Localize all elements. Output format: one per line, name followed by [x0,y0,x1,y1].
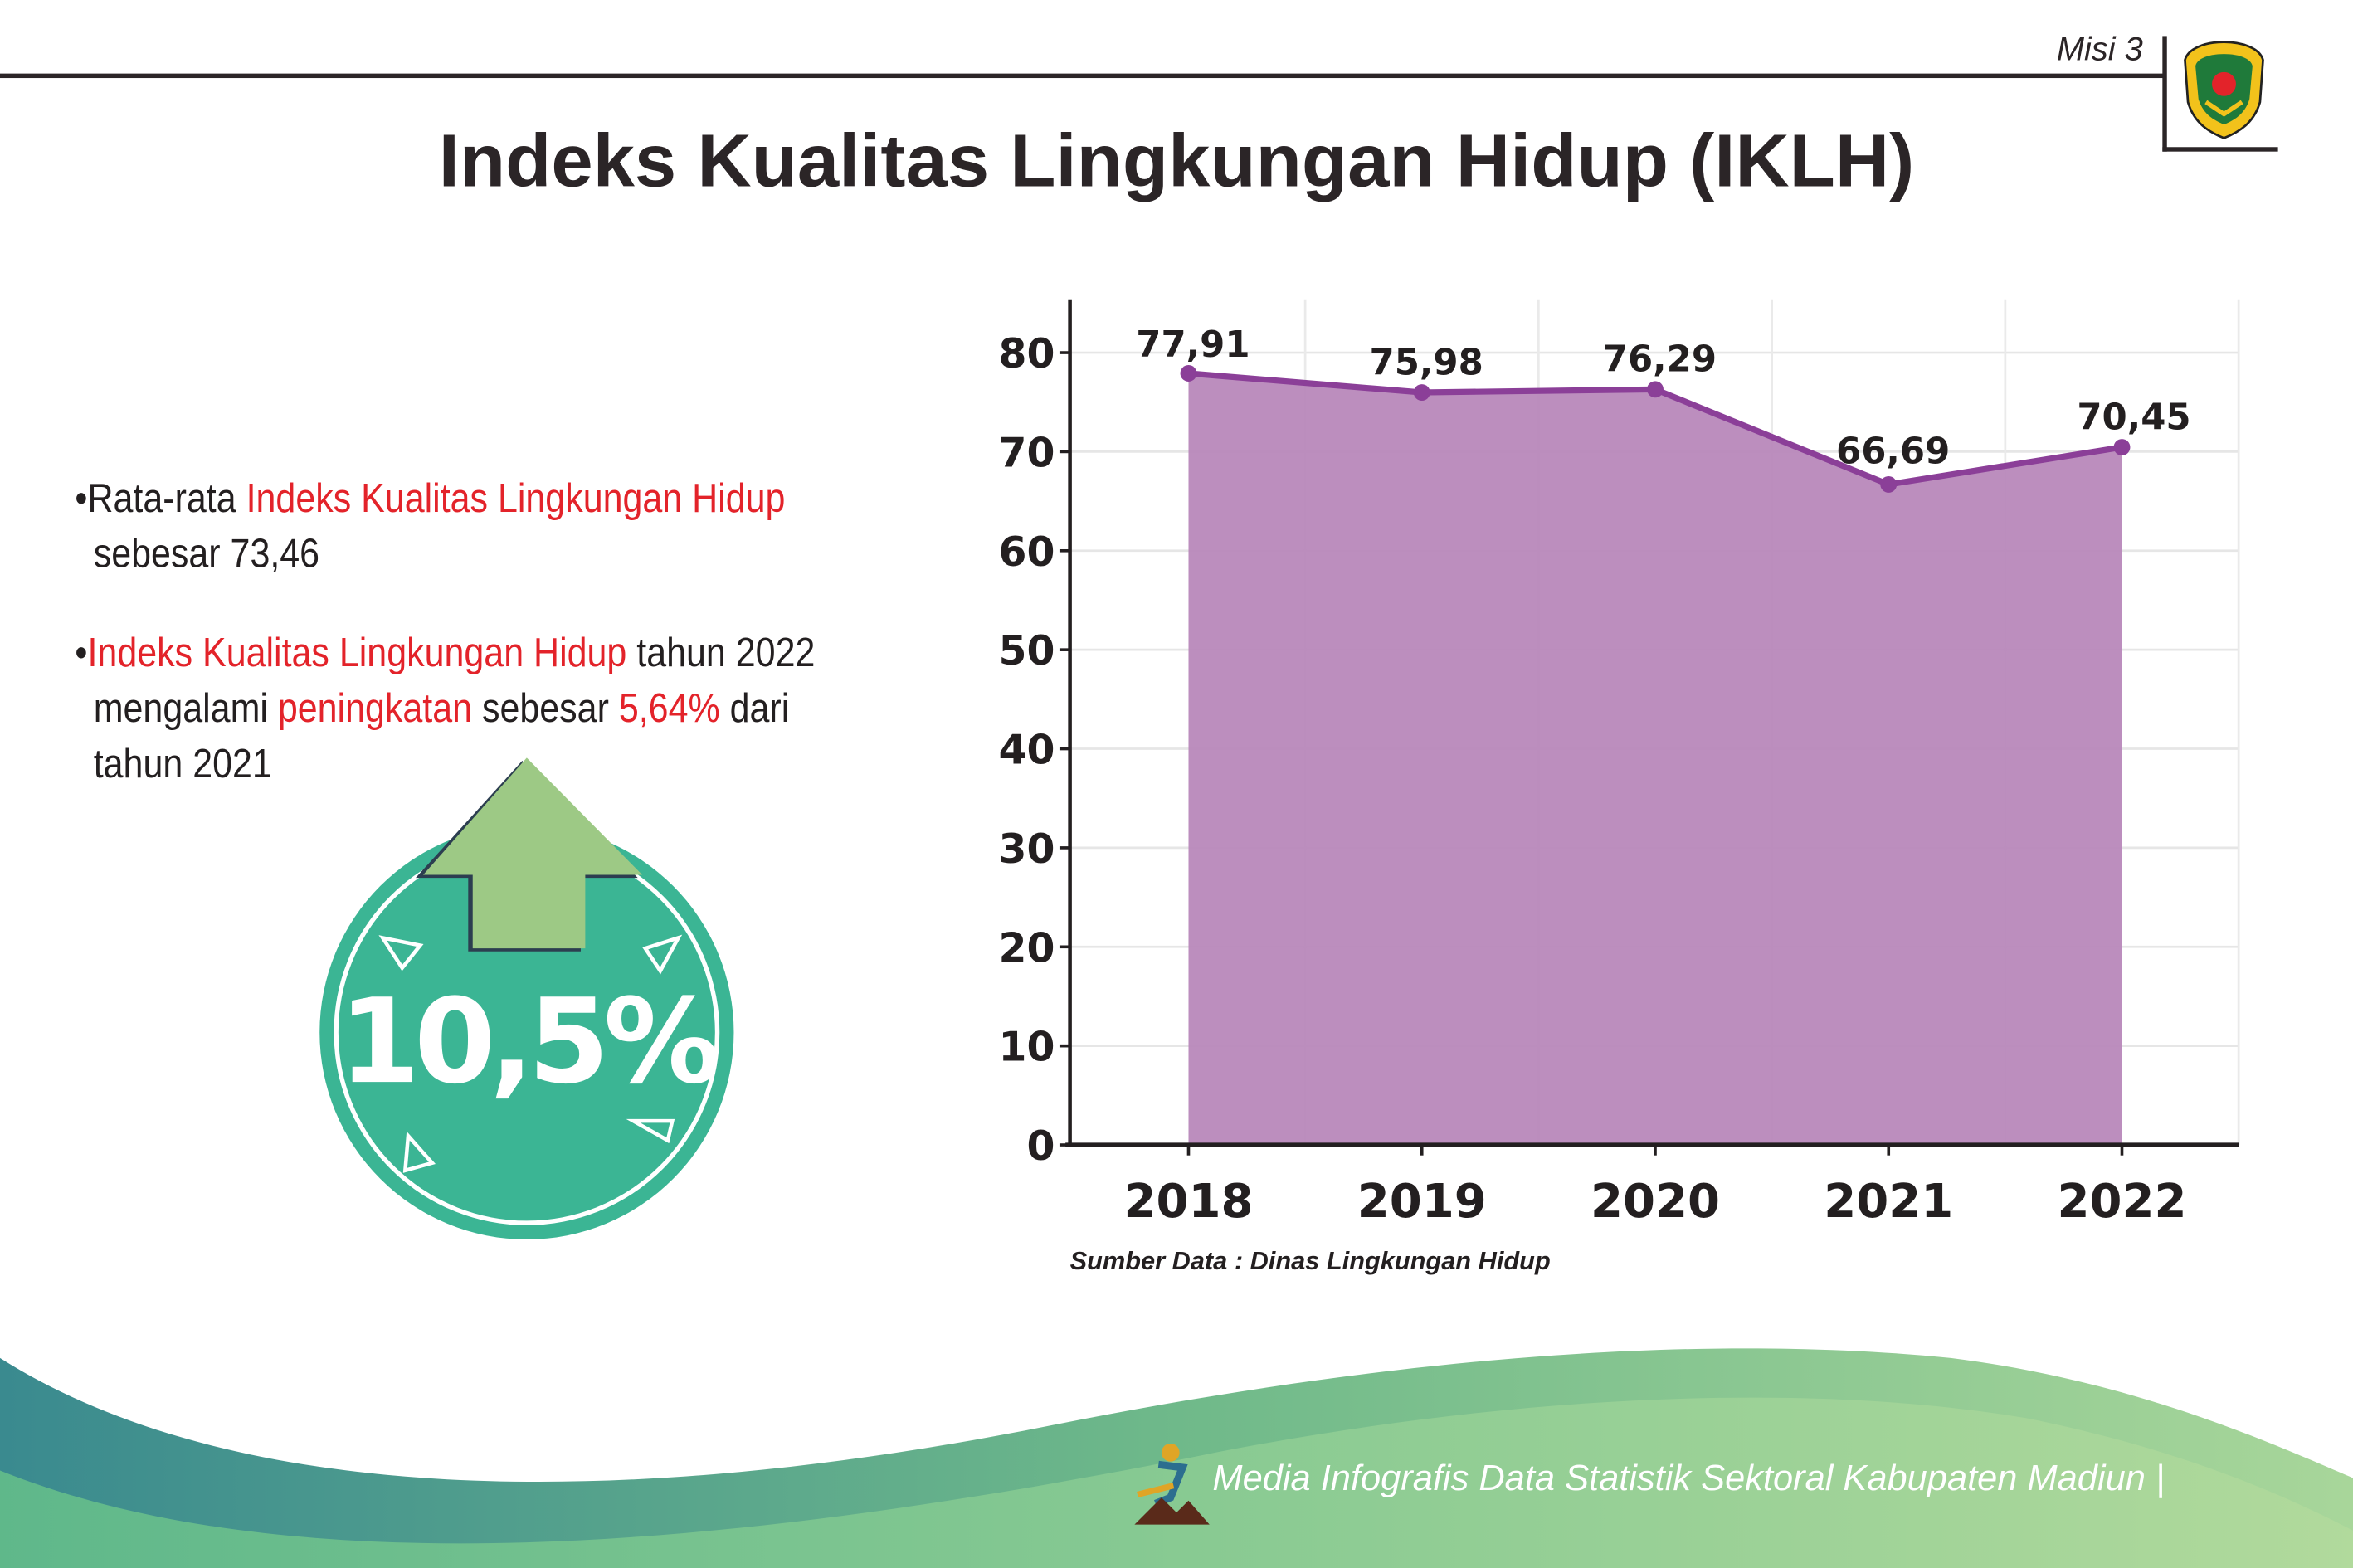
bullet-text: mengalami [93,685,278,731]
bullet-average: •Rata-rata Indeks Kualitas Lingkungan Hi… [75,471,785,582]
bullet-text: •Rata-rata [75,475,246,521]
y-tick-label: 20 [999,924,1055,971]
page-title: Indeks Kualitas Lingkungan Hidup (IKLH) [438,118,1915,203]
data-label: 76,29 [1603,339,1717,381]
y-tick-label: 60 [999,528,1055,576]
y-tick-label: 40 [999,727,1055,774]
arrow-up-icon [416,757,643,952]
kabupaten-madiun-logo [2184,41,2264,139]
y-tick-label: 80 [999,330,1055,377]
x-tick-label: 2019 [1357,1175,1487,1229]
corner-frame [2162,36,2167,152]
badge-circle [319,825,734,1239]
y-tick-label: 0 [1027,1122,1055,1170]
bullet-text: • [75,630,88,675]
decorative-triangles-icon [378,934,683,1173]
mission-label: Misi 3 [2056,30,2143,68]
data-label: 75,98 [1370,342,1483,383]
bullet-highlight: Indeks Kualitas Lingkungan Hidup [246,475,786,521]
y-tick-label: 70 [999,430,1055,477]
data-source: Sumber Data : Dinas Lingkungan Hidup [1069,1247,1551,1276]
data-point [2113,439,2131,455]
growth-percentage: 10,5% [339,975,721,1111]
bullet-text: dari [719,685,790,731]
infographic-mascot-logo [1134,1443,1210,1525]
data-label: 70,45 [2077,397,2190,438]
bullet-text: tahun 2022 [626,630,816,675]
corner-frame [2162,147,2278,152]
bullet-text: sebesar 73,46 [93,531,320,577]
data-point [1880,475,1898,493]
growth-badge [319,757,734,1239]
bullet-text: tahun 2021 [93,741,272,786]
x-tick-label: 2018 [1123,1175,1253,1229]
data-point [1413,384,1430,401]
y-tick-label: 10 [999,1024,1055,1071]
data-point [1180,365,1197,382]
area-fill [1188,373,2122,1146]
y-tick-label: 30 [999,825,1055,873]
bullet-highlight: Indeks Kualitas Lingkungan Hidup [87,630,627,675]
footer-caption: Media Infografis Data Statistik Sektoral… [1212,1458,2165,1499]
bullet-highlight: peningkatan [277,685,473,731]
x-tick-label: 2021 [1824,1175,1953,1229]
bullet-text: sebesar [472,685,619,731]
bullet-highlight: 5,64% [618,685,720,731]
data-label: 77,91 [1136,324,1250,366]
bullet-increase: •Indeks Kualitas Lingkungan Hidup tahun … [75,626,815,792]
x-tick-label: 2022 [2058,1175,2187,1229]
header-divider [0,73,2165,79]
data-label: 66,69 [1836,431,1950,473]
data-point [1647,381,1664,398]
x-tick-label: 2020 [1591,1175,1720,1229]
y-tick-label: 50 [999,627,1055,674]
